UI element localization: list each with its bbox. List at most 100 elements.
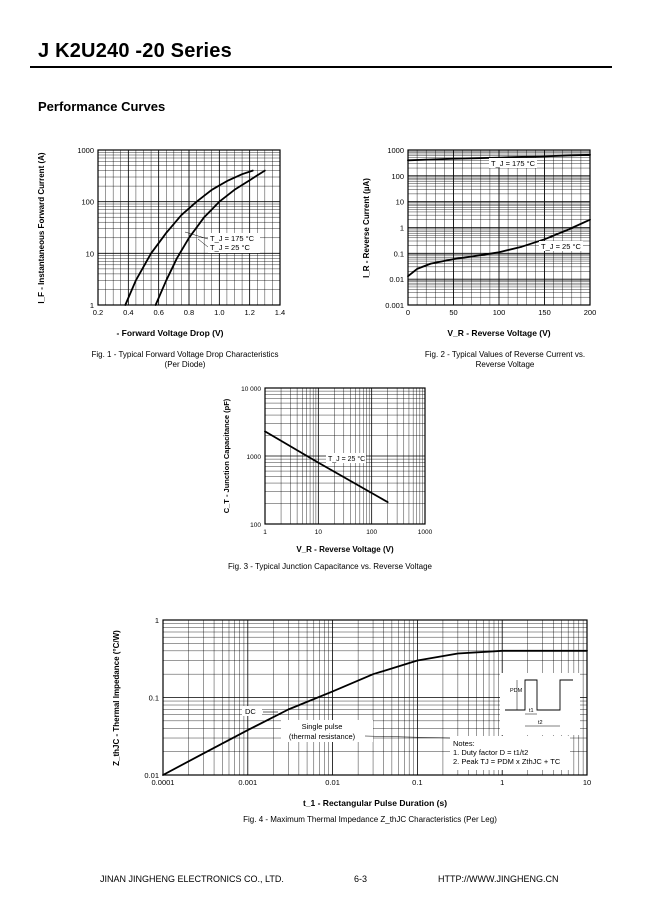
fig3-xlabel: V_R - Reverse Voltage (V) bbox=[296, 545, 394, 554]
fig4-inset-t2: t2 bbox=[538, 720, 543, 726]
fig2-ytick-label: 0.1 bbox=[394, 249, 404, 258]
fig3-xtick-label: 100 bbox=[366, 529, 377, 536]
fig2-xtick-label: 150 bbox=[538, 308, 551, 317]
fig2-xtick-label: 50 bbox=[449, 308, 457, 317]
fig4-inset-t1: t1 bbox=[529, 708, 534, 714]
fig4-dc-label: DC bbox=[245, 707, 256, 716]
footer-company: JINAN JINGHENG ELECTRONICS CO., LTD. bbox=[100, 874, 284, 884]
fig1-label-room: T_J = 25 °C bbox=[210, 243, 250, 252]
fig3-ylabel: C_T - Junction Capacitance (pF) bbox=[222, 398, 231, 513]
fig4-single-bg bbox=[281, 720, 373, 742]
fig3-chart: 1 10 100 1000 100 1000 10 000 T_J = 25 °C V_R … bbox=[222, 386, 433, 554]
fig4-notes-title: Notes: bbox=[453, 739, 475, 748]
fig4-ytick-label: 0.1 bbox=[149, 694, 159, 703]
fig4-single-label1: Single pulse bbox=[302, 722, 343, 731]
fig3-label: T_J = 25 °C bbox=[328, 455, 365, 463]
fig2-ytick-label: 0.01 bbox=[389, 275, 404, 284]
fig3-label-bg bbox=[326, 453, 366, 463]
fig4-dc-bg bbox=[242, 706, 262, 716]
fig2-label-room-bg bbox=[539, 241, 583, 251]
fig3-series-line-1 bbox=[264, 430, 389, 503]
fig1-xlabel: - Forward Voltage Drop (V) bbox=[116, 328, 223, 338]
fig1-series-line-1 bbox=[124, 169, 254, 306]
fig2-label-room: T_J = 25 °C bbox=[541, 242, 581, 251]
fig1-plot-frame bbox=[97, 149, 281, 306]
fig1-chart: 0.2 0.4 0.6 0.8 1.0 1.2 1.4 1 10 100 1000 T_J = 17… bbox=[37, 146, 285, 338]
fig4-note2: 2. Peak TJ = PDM x ZthJC + TC bbox=[453, 757, 561, 766]
fig1-xtick-label: 1.2 bbox=[244, 308, 254, 317]
fig4-xtick-label: 0.1 bbox=[412, 778, 422, 787]
fig3-ytick-label: 10 000 bbox=[241, 386, 261, 393]
fig2-xlabel: V_R - Reverse Voltage (V) bbox=[447, 328, 550, 338]
fig1-leader-hot bbox=[184, 231, 209, 240]
header-rule bbox=[30, 66, 612, 68]
fig1-ytick-label: 10 bbox=[86, 249, 94, 258]
fig2-label-hot-bg bbox=[489, 158, 537, 168]
fig1-xtick-label: 0.6 bbox=[153, 308, 163, 317]
fig2-ytick-label: 100 bbox=[391, 172, 404, 181]
fig2-ytick-label: 0.001 bbox=[385, 301, 404, 310]
fig1-xtick-label: 0.8 bbox=[184, 308, 194, 317]
fig2-series-line-2 bbox=[407, 218, 591, 278]
fig4-xtick-label: 0.01 bbox=[325, 778, 340, 787]
fig4-inset-pdm: PDM bbox=[510, 688, 523, 694]
fig4-xtick-label: 0.001 bbox=[238, 778, 257, 787]
fig1-ytick-label: 1 bbox=[90, 301, 94, 310]
fig4-xtick-label: 1 bbox=[500, 778, 504, 787]
fig2-caption-line1: Fig. 2 - Typical Values of Reverse Curre… bbox=[424, 350, 586, 359]
fig1-xtick-label: 1.4 bbox=[275, 308, 285, 317]
fig1-ylabel: I_F - Instantaneous Forward Current (A) bbox=[37, 152, 46, 303]
fig2-xtick-label: 100 bbox=[493, 308, 506, 317]
footer-page-number: 6-3 bbox=[354, 874, 368, 884]
fig1-xtick-label: 0.2 bbox=[93, 308, 103, 317]
fig2-xtick-label: 200 bbox=[584, 308, 597, 317]
fig2-caption-line2: Reverse Voltage bbox=[475, 360, 535, 369]
fig2-series-line-1 bbox=[407, 153, 591, 162]
fig1-xtick-label: 1.0 bbox=[214, 308, 224, 317]
fig4-single-label2: (thermal resistance) bbox=[289, 732, 356, 741]
fig4-chart: 0.0001 0.001 0.01 0.1 1 10 0.01 0.1 1 DC Single … bbox=[112, 616, 591, 808]
fig2-chart: 0 50 100 150 200 0.001 0.01 0.1 1 10 100 1000 T_J =… bbox=[362, 146, 597, 338]
fig2-ytick-label: 1000 bbox=[387, 146, 404, 155]
fig4-notes-bg bbox=[450, 736, 570, 770]
fig4-ytick-label: 0.01 bbox=[144, 771, 159, 780]
fig2-ytick-label: 10 bbox=[396, 198, 404, 207]
fig4-xlabel: t_1 - Rectangular Pulse Duration (s) bbox=[303, 798, 447, 808]
fig1-xtick-label: 0.4 bbox=[123, 308, 133, 317]
fig4-xtick-label: 10 bbox=[583, 778, 591, 787]
fig2-ytick-label: 1 bbox=[400, 224, 404, 233]
fig2-label-hot: T_J = 175 °C bbox=[491, 159, 536, 168]
fig2-ylabel: I_R - Reverse Current (µA) bbox=[362, 178, 371, 278]
fig1-series-line-2 bbox=[154, 169, 266, 306]
fig3-xtick-label: 10 bbox=[315, 529, 323, 536]
fig3-ytick-label: 100 bbox=[250, 522, 261, 529]
fig4-caption: Fig. 4 - Maximum Thermal Impedance Z_thJ… bbox=[243, 815, 497, 824]
fig1-ytick-label: 1000 bbox=[77, 146, 94, 155]
document-title: J K2U240 -20 Series bbox=[38, 40, 232, 62]
fig1-leader-room bbox=[197, 238, 209, 248]
fig1-label-hot: T_J = 175 °C bbox=[210, 234, 255, 243]
fig3-plot-frame bbox=[264, 387, 426, 525]
fig1-label-bg bbox=[208, 233, 260, 253]
fig4-pulse-inset: PDM t1 t2 bbox=[500, 673, 580, 735]
fig4-ytick-label: 1 bbox=[155, 616, 159, 625]
fig4-note1: 1. Duty factor D = t1/t2 bbox=[453, 748, 528, 757]
fig4-ylabel: Z_thJC - Thermal Impedance (°C/W) bbox=[112, 630, 121, 766]
footer-url: HTTP://WWW.JINGHENG.CN bbox=[438, 874, 559, 884]
fig4-plot-frame bbox=[162, 619, 588, 776]
fig2-xtick-label: 0 bbox=[406, 308, 410, 317]
fig4-single-leader bbox=[364, 735, 451, 739]
fig2-caption: Fig. 2 - Typical Values of Reverse Curre… bbox=[390, 350, 620, 370]
fig1-ytick-label: 100 bbox=[81, 198, 94, 207]
fig1-caption: Fig. 1 - Typical Forward Voltage Drop Ch… bbox=[60, 350, 310, 370]
fig3-caption: Fig. 3 - Typical Junction Capacitance vs… bbox=[228, 562, 432, 571]
section-title: Performance Curves bbox=[38, 99, 166, 114]
fig3-ytick-label: 1000 bbox=[247, 454, 262, 461]
fig4-series-line-1 bbox=[162, 649, 588, 776]
fig2-plot-frame bbox=[407, 149, 591, 306]
fig1-caption-line2: (Per Diode) bbox=[164, 360, 206, 369]
fig4-xtick-label: 0.0001 bbox=[152, 778, 175, 787]
fig3-xtick-label: 1 bbox=[263, 529, 267, 536]
fig3-xtick-label: 1000 bbox=[418, 529, 433, 536]
fig1-caption-line1: Fig. 1 - Typical Forward Voltage Drop Ch… bbox=[91, 350, 279, 359]
